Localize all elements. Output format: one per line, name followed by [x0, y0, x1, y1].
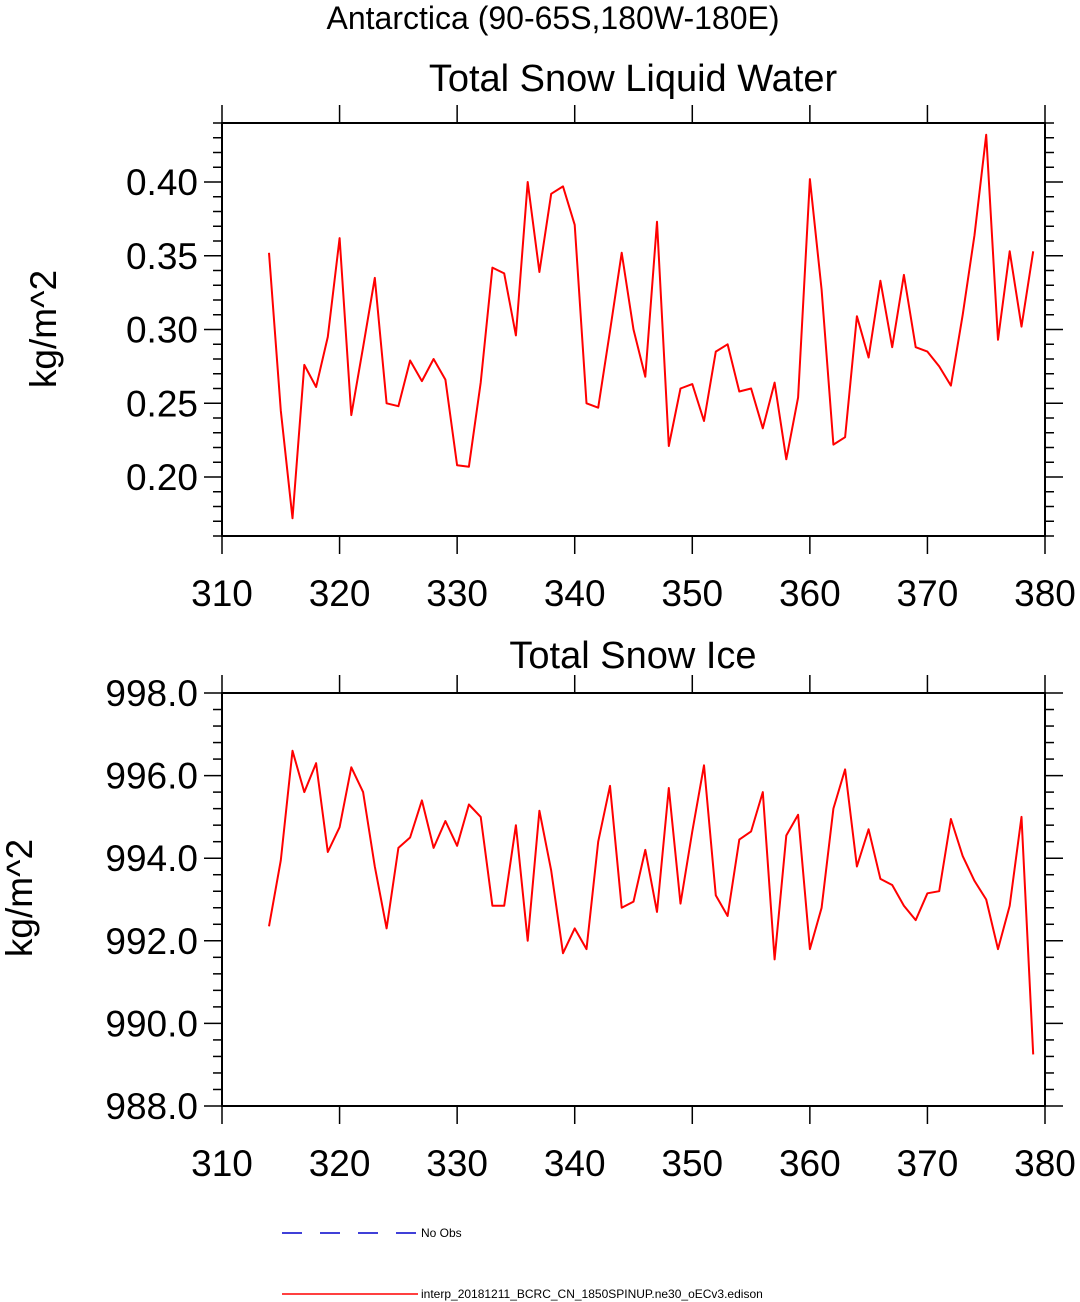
- x-tick-label: 350: [661, 1143, 723, 1184]
- x-tick-label: 320: [309, 1143, 371, 1184]
- panel-snow-ice: Total Snow Ice kg/m^2 310 320 330 340 350 360…: [0, 635, 1076, 1184]
- x-tick-label: 340: [544, 1143, 606, 1184]
- x-tick-label: 380: [1014, 1143, 1076, 1184]
- x-tick-label: 380: [1014, 573, 1076, 614]
- y-tick-label: 992.0: [105, 921, 198, 962]
- main-title: Antarctica (90-65S,180W-180E): [327, 0, 780, 36]
- x-tick-label: 370: [897, 573, 959, 614]
- y-tick-label: 994.0: [105, 838, 198, 879]
- x-tick-label: 350: [661, 573, 723, 614]
- y-tick-label: 0.30: [126, 310, 198, 351]
- y-tick-label: 0.25: [126, 383, 198, 424]
- plot-frame: [221, 692, 1046, 1107]
- legend: No Obs interp_20181211_BCRC_CN_1850SPINU…: [282, 1226, 763, 1301]
- legend-label-obs: No Obs: [421, 1226, 462, 1240]
- x-tick-label: 360: [779, 573, 841, 614]
- x-tick-label: 330: [426, 573, 488, 614]
- panel-title: Total Snow Liquid Water: [429, 58, 838, 100]
- series-line: [268, 133, 1035, 520]
- y-tick-label: 988.0: [105, 1086, 198, 1127]
- panel-snow-liquid-water: Total Snow Liquid Water kg/m^2 310 320 330…: [23, 58, 1076, 614]
- y-axis-label: kg/m^2: [0, 839, 40, 957]
- y-tick-label: 0.35: [126, 236, 198, 277]
- y-tick-label: 990.0: [105, 1003, 198, 1044]
- series-line: [268, 749, 1035, 1055]
- y-tick-label: 0.20: [126, 457, 198, 498]
- panel-title: Total Snow Ice: [509, 635, 756, 677]
- x-tick-label: 310: [191, 1143, 253, 1184]
- x-tick-label: 330: [426, 1143, 488, 1184]
- x-tick-label: 370: [897, 1143, 959, 1184]
- y-axis-label: kg/m^2: [23, 270, 64, 388]
- x-tick-label: 360: [779, 1143, 841, 1184]
- x-tick-label: 340: [544, 573, 606, 614]
- y-tick-label: 996.0: [105, 756, 198, 797]
- legend-label-model: interp_20181211_BCRC_CN_1850SPINUP.ne30_…: [421, 1287, 763, 1301]
- x-tick-label: 310: [191, 573, 253, 614]
- x-tick-label: 320: [309, 573, 371, 614]
- y-tick-label: 0.40: [126, 162, 198, 203]
- y-tick-label: 998.0: [105, 673, 198, 714]
